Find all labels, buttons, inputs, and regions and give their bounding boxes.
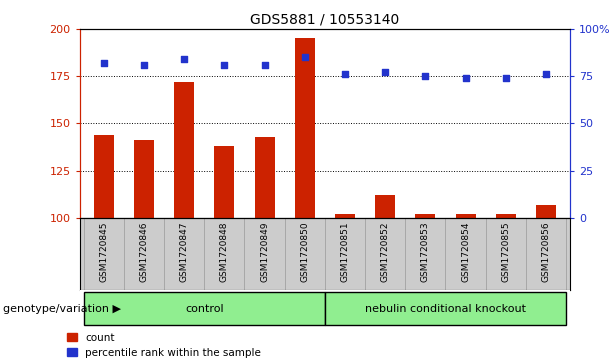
Bar — [215, 146, 234, 218]
Text: genotype/variation ▶: genotype/variation ▶ — [3, 303, 121, 314]
Text: GSM1720855: GSM1720855 — [501, 221, 510, 282]
Bar — [254, 136, 275, 218]
Bar — [134, 140, 154, 218]
Text: GSM1720847: GSM1720847 — [180, 221, 189, 282]
Bar — [325, 292, 566, 325]
Point — [139, 62, 149, 68]
Text: control: control — [185, 303, 224, 314]
Point — [99, 60, 109, 66]
Point — [340, 72, 350, 77]
Text: GSM1720849: GSM1720849 — [260, 221, 269, 282]
Legend: count, percentile rank within the sample: count, percentile rank within the sample — [66, 333, 261, 358]
Bar — [416, 214, 435, 218]
Point — [380, 70, 390, 76]
Title: GDS5881 / 10553140: GDS5881 / 10553140 — [250, 12, 400, 26]
Bar — [375, 195, 395, 218]
Bar — [455, 214, 476, 218]
Text: GSM1720852: GSM1720852 — [381, 221, 390, 282]
Text: GSM1720845: GSM1720845 — [99, 221, 109, 282]
Bar — [84, 292, 325, 325]
Bar — [94, 135, 114, 218]
Text: GSM1720846: GSM1720846 — [140, 221, 148, 282]
Point — [541, 72, 551, 77]
Text: GSM1720854: GSM1720854 — [461, 221, 470, 282]
Point — [300, 54, 310, 60]
Point — [421, 73, 430, 79]
Text: GSM1720850: GSM1720850 — [300, 221, 310, 282]
Bar — [295, 38, 315, 218]
Bar — [496, 214, 516, 218]
Bar — [174, 82, 194, 218]
Text: GSM1720851: GSM1720851 — [340, 221, 349, 282]
Text: GSM1720853: GSM1720853 — [421, 221, 430, 282]
Text: GSM1720856: GSM1720856 — [541, 221, 550, 282]
Bar — [335, 214, 355, 218]
Point — [179, 56, 189, 62]
Point — [501, 75, 511, 81]
Point — [461, 75, 471, 81]
Text: nebulin conditional knockout: nebulin conditional knockout — [365, 303, 526, 314]
Point — [260, 62, 270, 68]
Point — [219, 62, 229, 68]
Bar — [536, 205, 556, 218]
Text: GSM1720848: GSM1720848 — [220, 221, 229, 282]
